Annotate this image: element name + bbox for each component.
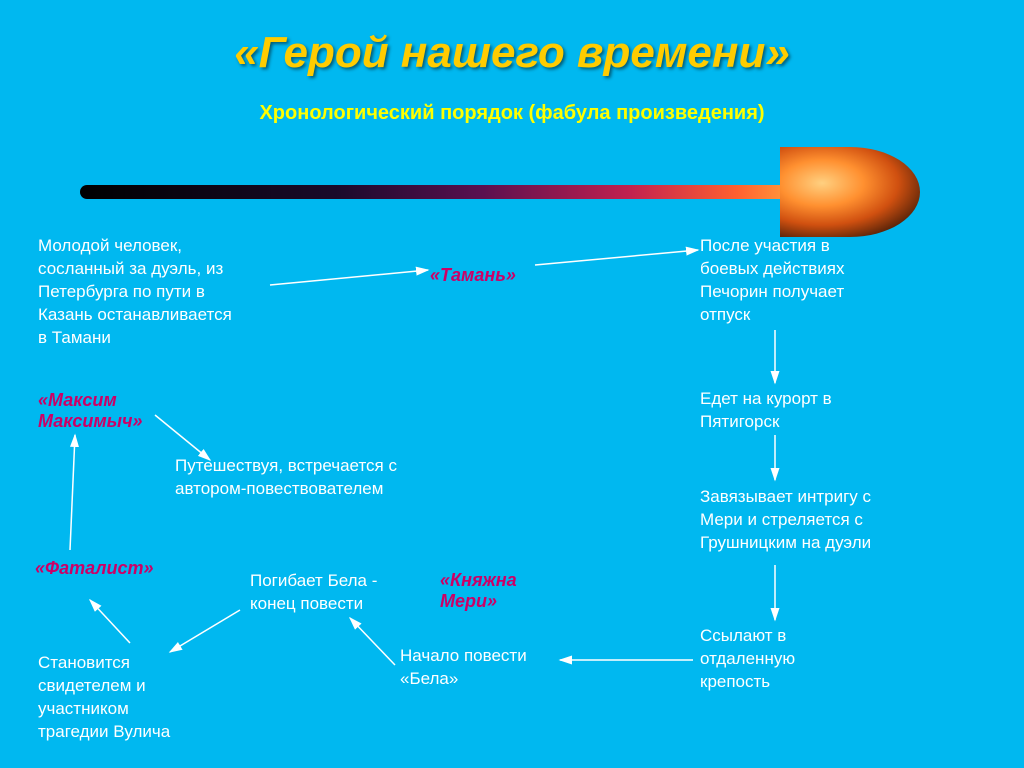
slide-subtitle: Хронологический порядок (фабула произвед…: [0, 102, 1024, 125]
node-5: Ссылают в отдаленную крепость: [700, 625, 795, 694]
node-4: Завязывает интригу с Мери и стреляется с…: [700, 486, 871, 555]
chapter-fatalist: «Фаталист»: [35, 558, 154, 579]
node-8: Становится свидетелем и участником траге…: [38, 652, 170, 744]
bar-gradient: [80, 185, 810, 199]
chapter-maksim: «Максим Максимыч»: [38, 390, 143, 432]
bar-cap: [780, 147, 920, 237]
chapter-taman: «Тамань»: [430, 265, 516, 286]
slide-title: «Герой нашего времени»: [0, 0, 1024, 78]
timeline-bar: [80, 155, 900, 235]
chapter-meri: «Княжна Мери»: [440, 570, 517, 612]
node-6: Начало повести «Бела»: [400, 645, 527, 691]
node-9: Путешествуя, встречается с автором-повес…: [175, 455, 397, 501]
node-1: Молодой человек, сосланный за дуэль, из …: [38, 235, 232, 350]
node-7: Погибает Бела - конец повести: [250, 570, 377, 616]
node-2: После участия в боевых действиях Печорин…: [700, 235, 845, 327]
node-3: Едет на курорт в Пятигорск: [700, 388, 832, 434]
